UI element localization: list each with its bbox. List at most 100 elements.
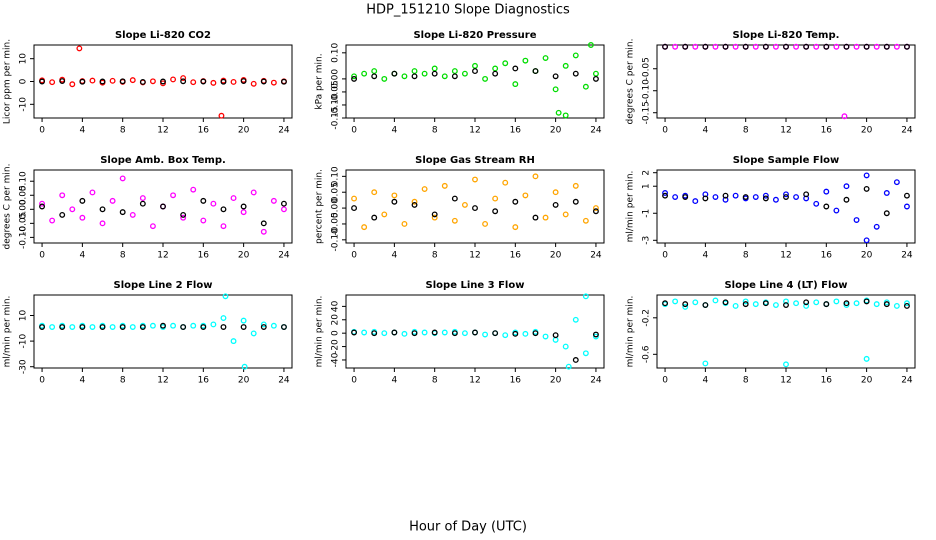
data-point (562, 62, 569, 69)
data-point (562, 112, 569, 119)
y-tick-label: -0.6 (642, 345, 652, 363)
data-point (280, 206, 287, 213)
data-point (512, 224, 519, 231)
x-tick-label: 8 (743, 126, 749, 136)
data-point (502, 60, 509, 67)
data-point (441, 329, 448, 336)
data-point (893, 303, 900, 309)
data-point (170, 76, 177, 83)
data-point (873, 301, 880, 308)
y-tick-label: -40 (331, 352, 341, 367)
data-point (702, 43, 709, 50)
plot-frame (656, 169, 916, 244)
y-tick-label: 2 (642, 170, 652, 176)
x-tick-label: 20 (238, 376, 250, 386)
data-point (903, 300, 910, 307)
data-point (732, 43, 739, 50)
y-tick-label: 1 (642, 183, 652, 189)
data-point (190, 322, 197, 329)
data-point (793, 43, 800, 50)
x-tick-label: 12 (157, 251, 168, 261)
data-point (502, 179, 509, 186)
data-point (662, 192, 669, 199)
panel-title: Slope Sample Flow (733, 155, 840, 166)
y-tick-label: -20 (331, 339, 341, 354)
data-point (692, 198, 699, 205)
data-point (482, 75, 489, 82)
data-point (180, 78, 187, 85)
y-tick-label: -0.10 (331, 228, 341, 252)
plot-frame (345, 169, 605, 244)
data-point (883, 210, 890, 217)
data-point (662, 190, 669, 196)
data-point (783, 361, 789, 368)
data-point (222, 293, 229, 300)
data-point (49, 324, 56, 330)
x-tick-label: 20 (861, 251, 873, 261)
y-tick-label: 0 (19, 78, 29, 84)
data-point (582, 217, 589, 224)
data-point (592, 75, 599, 82)
data-point (431, 214, 438, 221)
panel-title: Slope Line 4 (LT) Flow (724, 280, 847, 291)
data-point (512, 65, 519, 72)
panel-title: Slope Amb. Box Temp. (100, 155, 226, 166)
data-point (742, 194, 749, 200)
data-point (843, 183, 850, 190)
data-point (522, 192, 529, 199)
y-tick-label: -10 (19, 333, 29, 348)
x-tick-label: 0 (662, 126, 668, 136)
data-point (592, 205, 599, 212)
data-point (833, 207, 840, 214)
data-point (841, 113, 848, 120)
data-point (39, 324, 46, 330)
data-point (893, 43, 900, 50)
data-point (240, 209, 247, 216)
y-tick-label: 10 (19, 309, 29, 321)
data-point (411, 198, 418, 205)
data-point (139, 324, 146, 330)
data-point (482, 331, 489, 338)
data-point (793, 194, 800, 200)
y-axis-label: ml/min per min. (626, 171, 636, 243)
data-point (552, 86, 559, 93)
y-tick-label: -0.10 (19, 225, 29, 249)
data-point (522, 330, 529, 337)
data-point (472, 68, 478, 75)
data-point (662, 300, 669, 307)
data-point (99, 324, 106, 330)
data-point (361, 224, 368, 231)
data-point (492, 330, 499, 337)
data-point (160, 322, 166, 329)
data-point (512, 198, 519, 205)
x-tick-label: 20 (550, 126, 562, 136)
plot-frame (656, 44, 916, 119)
x-tick-label: 0 (351, 376, 357, 386)
data-point (240, 78, 247, 84)
data-point (512, 81, 519, 88)
data-point (280, 324, 287, 330)
data-point (59, 78, 66, 84)
x-tick-label: 0 (39, 126, 45, 136)
data-point (555, 109, 562, 116)
data-point (742, 43, 749, 50)
data-point (742, 298, 749, 305)
x-tick-label: 8 (432, 251, 438, 261)
data-point (823, 203, 830, 210)
data-point (742, 301, 749, 308)
data-point (752, 43, 759, 50)
x-tick-label: 12 (780, 251, 791, 261)
data-point (833, 43, 840, 50)
y-tick-label: 0.00 (331, 69, 341, 89)
y-tick-label: -0.15 (642, 101, 652, 124)
x-tick-label: 16 (510, 126, 522, 136)
data-point (732, 303, 739, 309)
data-point (109, 77, 116, 84)
data-point (391, 192, 398, 199)
x-tick-label: 24 (278, 376, 290, 386)
data-point (863, 298, 870, 305)
data-point (79, 78, 86, 85)
data-point (582, 293, 589, 300)
data-point (783, 43, 789, 50)
data-point (250, 189, 257, 196)
